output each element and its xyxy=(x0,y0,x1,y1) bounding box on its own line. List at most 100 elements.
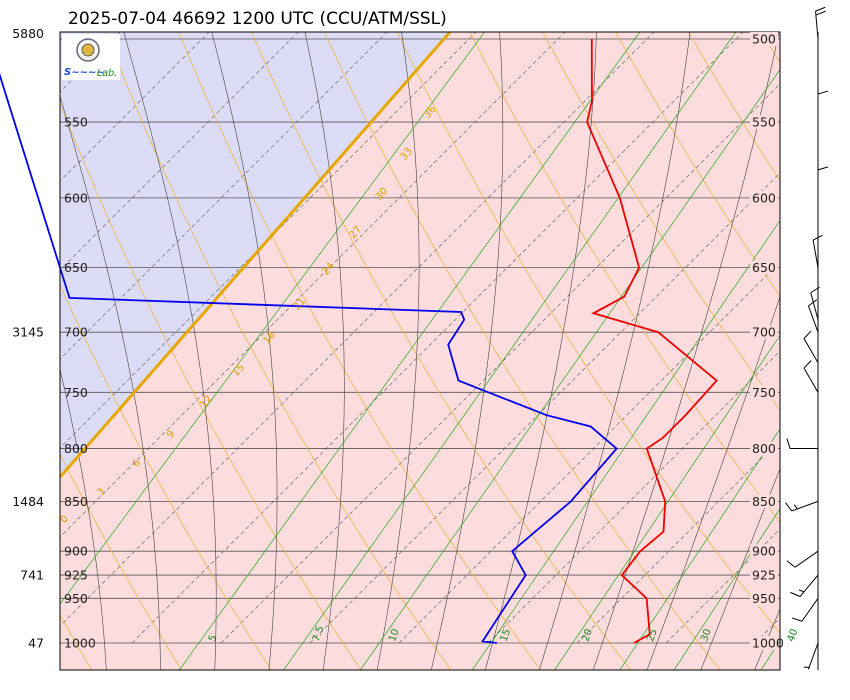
wind-barb-half-feather xyxy=(793,504,798,510)
logo: S~~~~ Lab. xyxy=(62,34,120,80)
wind-barb-half-feather xyxy=(798,589,805,593)
isobar-label-left: 550 xyxy=(64,115,88,130)
moist-adiabat-line xyxy=(60,368,107,670)
isobar-label-bg xyxy=(750,544,778,559)
wind-barb xyxy=(785,500,819,512)
isobar-label-right: 925 xyxy=(752,568,776,583)
isobar-label-bg xyxy=(750,32,778,46)
wind-barb-feather xyxy=(815,6,826,12)
wind-barb-feather xyxy=(808,299,818,307)
wind-barb xyxy=(815,6,826,40)
wind-barb-feather xyxy=(791,617,803,622)
dry-adiabat-line xyxy=(795,0,850,686)
height-label: 47 xyxy=(28,636,44,651)
profiles xyxy=(0,38,718,644)
moist-adiabat-line xyxy=(304,32,345,670)
dry-adiabat-line xyxy=(60,284,272,670)
parcel-boundary-line xyxy=(60,32,452,478)
wind-barb-feather xyxy=(817,166,829,171)
mixing-ratio-label: 20 xyxy=(580,627,595,643)
mixing-ratio-label: 7.5 xyxy=(311,625,327,644)
height-labels: 5880 3145 1484 741 47 xyxy=(12,26,44,651)
isobar-label-bg xyxy=(750,441,778,456)
height-label: 3145 xyxy=(12,325,44,340)
dry-adiabat-line xyxy=(323,32,721,670)
dry-adiabat-line xyxy=(542,32,780,411)
wind-barb-feather xyxy=(786,438,791,449)
mixing-ratio-label: 5 xyxy=(207,634,220,644)
isobar-label-bg xyxy=(750,494,778,509)
temperature-profile xyxy=(586,38,718,644)
isobar-label-bg xyxy=(750,190,778,205)
dry-adiabat-line xyxy=(615,32,780,297)
mixing-ratio-label: 25 xyxy=(645,627,660,643)
wind-barb xyxy=(807,299,819,333)
moist-adiabat-line xyxy=(802,0,850,686)
isobar-label-bg xyxy=(750,325,778,340)
wind-barb xyxy=(786,550,819,568)
moist-adiabat-line xyxy=(0,0,1,686)
wind-barb xyxy=(803,642,819,670)
isobar-label-bg xyxy=(750,115,778,130)
isobar-label-left: 850 xyxy=(64,494,88,509)
dry-adiabat-label: 3 xyxy=(95,486,108,498)
mixing-ratio-line xyxy=(283,32,737,670)
wind-barb-staff xyxy=(807,642,819,670)
isobar-label-left: 700 xyxy=(64,325,88,340)
height-label: 1484 xyxy=(12,494,44,509)
height-label: 741 xyxy=(20,568,44,583)
wind-barb-staff xyxy=(815,11,819,40)
wind-barb-staff xyxy=(803,367,819,393)
dry-adiabat-label: 6 xyxy=(131,458,144,470)
wind-barb xyxy=(790,574,819,597)
isobar-label-bg xyxy=(750,385,778,400)
isobar-label-bg xyxy=(750,591,778,606)
logo-seal-center-icon xyxy=(81,43,95,57)
isobar-label-right: 850 xyxy=(752,494,776,509)
isobar-label-right: 550 xyxy=(752,115,776,130)
moist-adiabat-line xyxy=(700,467,780,670)
isobar-label-right: 650 xyxy=(752,260,776,275)
wind-barb-staff xyxy=(801,598,819,622)
plot-frame xyxy=(59,31,781,671)
logo-swoosh-icon: S~~~~ xyxy=(64,67,105,78)
isobar-label-left: 800 xyxy=(64,441,88,456)
dry-adiabat-line xyxy=(60,453,182,670)
wind-barb-staff xyxy=(803,338,819,364)
dewpoint-profile xyxy=(0,73,618,644)
isobar-label-left: 650 xyxy=(64,260,88,275)
isotherm-line xyxy=(220,83,780,644)
isotherm-line xyxy=(60,32,655,627)
isobars xyxy=(60,38,780,644)
dry-adiabat-label: 0 xyxy=(59,514,72,526)
isotherm-line xyxy=(60,32,388,360)
height-label: 5880 xyxy=(12,26,44,41)
mixing-ratio-line xyxy=(471,219,780,670)
isotherm-line xyxy=(60,32,210,182)
isobar-label-right: 600 xyxy=(752,190,776,205)
dry-adiabat-line xyxy=(60,102,362,670)
moist-adiabat-line xyxy=(211,32,278,670)
dry-adiabat-line xyxy=(396,32,780,634)
wind-barb-feather xyxy=(790,591,801,597)
chart-title: 2025-07-04 46692 1200 UTC (CCU/ATM/SSL) xyxy=(68,9,447,29)
wind-barb-staff xyxy=(807,305,819,333)
isotherm-line xyxy=(0,0,69,643)
isobar-label-left: 900 xyxy=(64,544,88,559)
wind-barb xyxy=(810,286,820,320)
isobar-label-left: 750 xyxy=(64,385,88,400)
moist-adiabat-line xyxy=(376,32,420,670)
moist-adiabat-line xyxy=(60,95,161,670)
isobar-label-right: 750 xyxy=(752,385,776,400)
mixing-ratio-label: 30 xyxy=(699,627,714,643)
moist-adiabat-line xyxy=(646,295,780,670)
mixing-ratio-label: 15 xyxy=(499,628,514,644)
wind-barb xyxy=(803,360,819,393)
wind-barb xyxy=(803,330,819,364)
mixing-ratio-line xyxy=(178,32,641,670)
dry-adiabat-line xyxy=(469,32,780,523)
